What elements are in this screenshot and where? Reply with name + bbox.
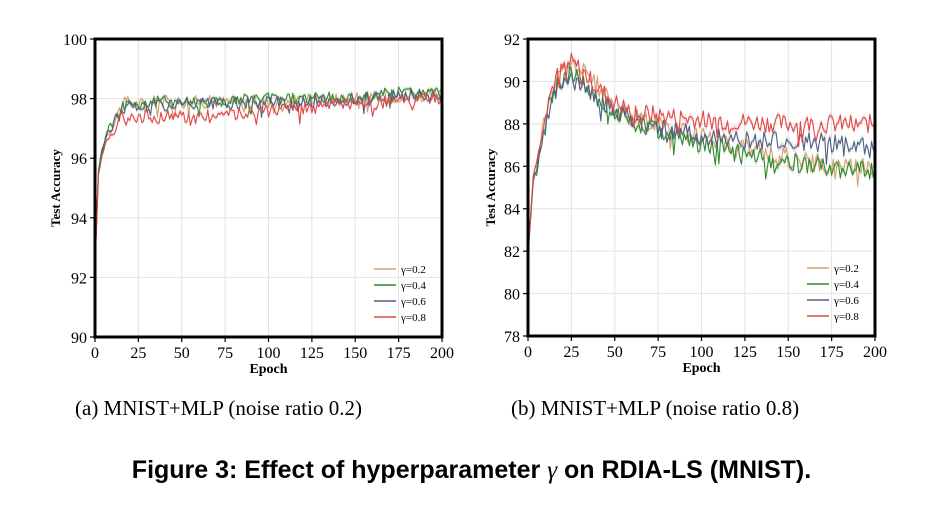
x-axis-title: Epoch [249,362,287,377]
legend-label-3: γ=0.8 [400,312,426,324]
y-tick-label-4: 98 [71,92,87,109]
x-tick-label-2: 50 [607,344,623,361]
legend: γ=0.2 γ=0.4 γ=0.6 γ=0.8 [807,263,859,323]
legend-label-3: γ=0.8 [833,311,859,323]
series-band-0 [95,87,442,263]
legend: γ=0.2 γ=0.4 γ=0.6 γ=0.8 [374,264,426,324]
legend-label-0: γ=0.2 [400,264,426,276]
chart-a: 0 25 50 75 100 125 150 175 200 90 92 94 96 98 100 Epoch… [0,0,470,390]
chart-a-svg: 0 25 50 75 100 125 150 175 2009092949698100Epoch… [48,32,454,377]
series-line-3 [527,52,876,256]
legend-label-1: γ=0.4 [833,279,859,291]
y-tick-label-2: 94 [71,211,87,228]
y-tick-label-7: 92 [504,32,520,49]
y-tick-label-1: 80 [504,287,520,304]
y-axis-title: Test Accuracy [483,148,498,226]
y-axis-title: Test Accuracy [48,149,63,227]
x-tick-label-7: 175 [820,344,844,361]
legend-label-2: γ=0.6 [400,296,426,308]
subcaption-a: (a) MNIST+MLP (noise ratio 0.2) [75,396,362,420]
series-band-0 [528,56,875,256]
series-line-1 [94,86,443,260]
y-tick-label-1: 92 [71,270,87,287]
x-tick-label-8: 200 [863,344,887,361]
x-tick-label-6: 150 [343,345,367,362]
x-tick-label-3: 75 [650,344,666,361]
y-tick-label-6: 90 [504,74,520,91]
x-tick-label-0: 0 [91,345,99,362]
chart-b: 0 25 50 75 100 125 150 175 200 78 80 82 84 86 88 90 92 Ep… [471,0,941,390]
y-tick-label-5: 100 [63,32,87,49]
figure-caption-prefix: Figure 3: Effect of hyperparameter [131,456,548,484]
series-band-2 [528,69,875,256]
x-axis-title: Epoch [682,361,720,376]
y-tick-label-4: 86 [504,159,520,176]
x-tick-label-0: 0 [524,344,532,361]
figure-caption-suffix: on RDIA-LS (MNIST). [557,456,812,484]
x-tick-label-7: 175 [387,345,411,362]
x-tick-label-4: 100 [690,344,714,361]
y-tick-label-5: 88 [504,117,520,134]
x-tick-label-6: 150 [776,344,800,361]
x-tick-label-5: 125 [300,345,324,362]
y-tick-label-3: 84 [504,202,520,219]
chart-b-svg: 0 25 50 75 100 125 150 175 200 78 80 82 84 86 88 90 92 Ep… [483,32,887,376]
y-tick-label-0: 78 [504,329,520,346]
legend-label-2: γ=0.6 [833,295,859,307]
series-line-0 [527,59,876,256]
y-tick-label-0: 90 [71,330,87,347]
subcaption-b: (b) MNIST+MLP (noise ratio 0.8) [511,396,800,420]
plot-area [94,38,443,338]
figure-caption-symbol: γ [547,457,558,484]
x-tick-label-1: 25 [563,344,579,361]
x-tick-label-2: 50 [174,345,190,362]
series-line-2 [527,72,876,256]
figure-caption: Figure 3: Effect of hyperparameter γ on … [0,456,943,485]
x-tick-label-3: 75 [217,345,233,362]
plot-area [527,38,876,337]
y-tick-label-2: 82 [504,244,520,261]
x-tick-label-1: 25 [130,345,146,362]
x-tick-label-5: 125 [733,344,757,361]
series-line-3 [94,92,443,269]
y-tick-label-3: 96 [71,151,87,168]
x-tick-label-4: 100 [257,345,281,362]
legend-label-1: γ=0.4 [400,280,426,292]
x-tick-label-8: 200 [430,345,454,362]
legend-label-0: γ=0.2 [833,263,859,275]
